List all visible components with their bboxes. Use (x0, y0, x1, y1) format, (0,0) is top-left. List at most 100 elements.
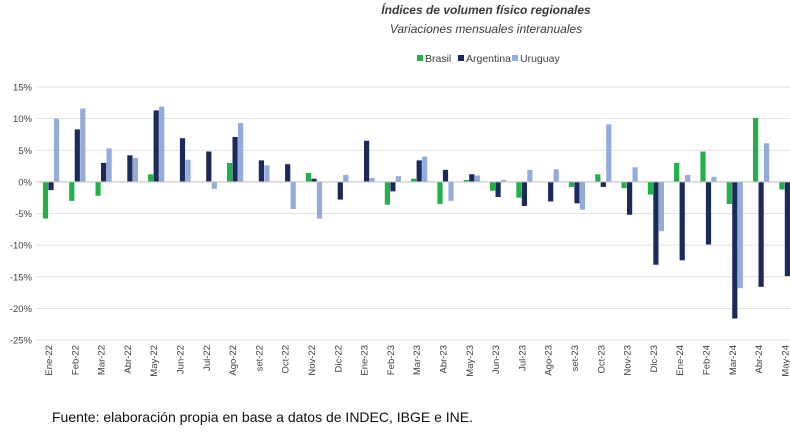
bar-uruguay-ago-22 (238, 123, 244, 182)
bar-argentina-may-24 (784, 181, 790, 277)
bar-uruguay-may-22 (159, 106, 165, 182)
x-tick-label: Dic-23 (649, 345, 660, 372)
bar-uruguay-mar-24 (737, 181, 743, 289)
bar-argentina-jun-23 (495, 181, 501, 198)
bar-brasil-oct-23 (595, 174, 601, 182)
bar-argentina-ene-23 (364, 140, 370, 182)
x-tick-label: Ago-23 (544, 345, 555, 376)
bar-uruguay-dic-22 (343, 174, 349, 182)
bar-brasil-ene-24 (674, 162, 680, 182)
bar-brasil-ene-22 (42, 181, 49, 219)
bar-brasil-jul-23 (516, 181, 522, 198)
bar-uruguay-nov-22 (316, 181, 323, 219)
bar-argentina-feb-24 (705, 181, 712, 245)
bar-uruguay-feb-24 (711, 176, 717, 182)
x-tick-label: Nov-22 (307, 345, 318, 376)
x-tick-label: Nov-23 (623, 345, 634, 376)
y-tick-label: 10% (13, 114, 33, 125)
bar-argentina-oct-22 (285, 164, 291, 182)
x-tick-label: Ago-22 (228, 345, 239, 376)
bar-uruguay-ene-22 (53, 118, 60, 182)
bar-brasil-may-22 (148, 174, 154, 182)
bar-uruguay-feb-23 (395, 176, 401, 182)
bar-uruguay-oct-23 (606, 124, 612, 182)
bar-argentina-abr-24 (758, 181, 764, 287)
bar-uruguay-mar-23 (422, 156, 428, 182)
x-tick-label: Mar-23 (412, 345, 423, 375)
x-tick-label: Feb-22 (70, 345, 81, 375)
bar-uruguay-nov-23 (632, 167, 638, 182)
bar-uruguay-abr-23 (448, 181, 454, 201)
legend-label-argentina: Argentina (466, 53, 511, 65)
y-tick-label: 5% (18, 146, 32, 157)
x-tick-label: Jun-23 (491, 345, 502, 374)
x-tick-label: Feb-23 (386, 345, 397, 375)
bar-uruguay-jul-23 (527, 169, 533, 182)
legend-label-uruguay: Uruguay (520, 53, 560, 65)
y-tick-label: -10% (10, 241, 33, 252)
legend-label-brasil: Brasil (425, 53, 451, 65)
x-tick-label: Oct-22 (281, 345, 292, 374)
chart-title: Índices de volumen físico regionales (381, 2, 591, 17)
bar-brasil-abr-23 (437, 181, 443, 205)
bar-uruguay-ene-24 (685, 174, 691, 182)
bar-uruguay-abr-22 (132, 157, 138, 182)
source-note: Fuente: elaboración propia en base a dat… (52, 409, 474, 425)
bar-uruguay-ago-23 (553, 169, 559, 182)
y-tick-label: -20% (10, 304, 33, 315)
y-tick-label: 0% (18, 177, 32, 188)
bar-brasil-ago-22 (227, 162, 233, 182)
x-tick-label: Abr-23 (439, 345, 450, 374)
legend-swatch-argentina (458, 55, 464, 61)
bar-uruguay-ene-23 (369, 178, 375, 182)
x-tick-label: Oct-23 (596, 345, 607, 374)
bar-argentina-jul-23 (521, 181, 527, 206)
bar-argentina-oct-23 (600, 181, 606, 187)
bar-uruguay-set-23 (579, 181, 586, 210)
bar-argentina-set-22 (258, 160, 264, 182)
x-tick-label: Mar-22 (97, 345, 108, 375)
bar-brasil-mar-22 (95, 181, 101, 196)
bar-uruguay-feb-22 (80, 108, 86, 182)
bar-brasil-jun-23 (490, 181, 496, 191)
bar-argentina-mar-23 (416, 160, 422, 182)
bar-brasil-nov-23 (621, 181, 627, 189)
x-tick-label: May-22 (149, 345, 160, 377)
bar-uruguay-oct-22 (290, 181, 296, 210)
bar-argentina-jun-22 (179, 138, 186, 182)
bar-argentina-feb-23 (390, 181, 396, 192)
bar-uruguay-set-22 (264, 165, 270, 182)
x-tick-label: Mar-24 (728, 345, 739, 375)
bar-brasil-may-24 (779, 181, 785, 190)
bar-brasil-abr-24 (753, 117, 759, 182)
x-tick-label: Abr-22 (123, 345, 134, 374)
bar-argentina-mar-24 (732, 181, 738, 319)
x-tick-label: May-24 (780, 345, 790, 377)
bar-brasil-feb-23 (384, 181, 390, 205)
bar-uruguay-jun-23 (501, 179, 507, 182)
bar-brasil-mar-24 (726, 181, 732, 205)
bar-brasil-mar-23 (411, 178, 417, 182)
bar-argentina-dic-22 (337, 181, 343, 200)
bar-brasil-dic-23 (647, 181, 653, 195)
bar-argentina-ago-22 (232, 136, 238, 182)
chart-subtitle: Variaciones mensuales interanuales (390, 22, 582, 36)
bar-brasil-set-23 (568, 181, 575, 187)
bar-uruguay-abr-24 (764, 143, 770, 182)
legend-swatch-brasil (417, 55, 423, 61)
bar-argentina-abr-22 (127, 155, 133, 182)
x-tick-label: Feb-24 (702, 345, 713, 375)
x-tick-label: May-23 (465, 345, 476, 377)
x-tick-label: Jul-23 (517, 345, 528, 371)
x-tick-label: Abr-24 (754, 345, 765, 374)
bar-uruguay-dic-23 (658, 181, 664, 232)
bar-argentina-ene-24 (679, 181, 685, 261)
x-tick-label: set-22 (254, 345, 265, 371)
bar-argentina-jul-22 (206, 151, 212, 182)
x-tick-label: Ene-23 (360, 345, 371, 376)
bar-argentina-set-23 (574, 181, 580, 204)
bar-argentina-nov-22 (311, 178, 317, 182)
y-tick-label: -25% (10, 336, 33, 347)
bar-argentina-may-23 (469, 174, 475, 182)
